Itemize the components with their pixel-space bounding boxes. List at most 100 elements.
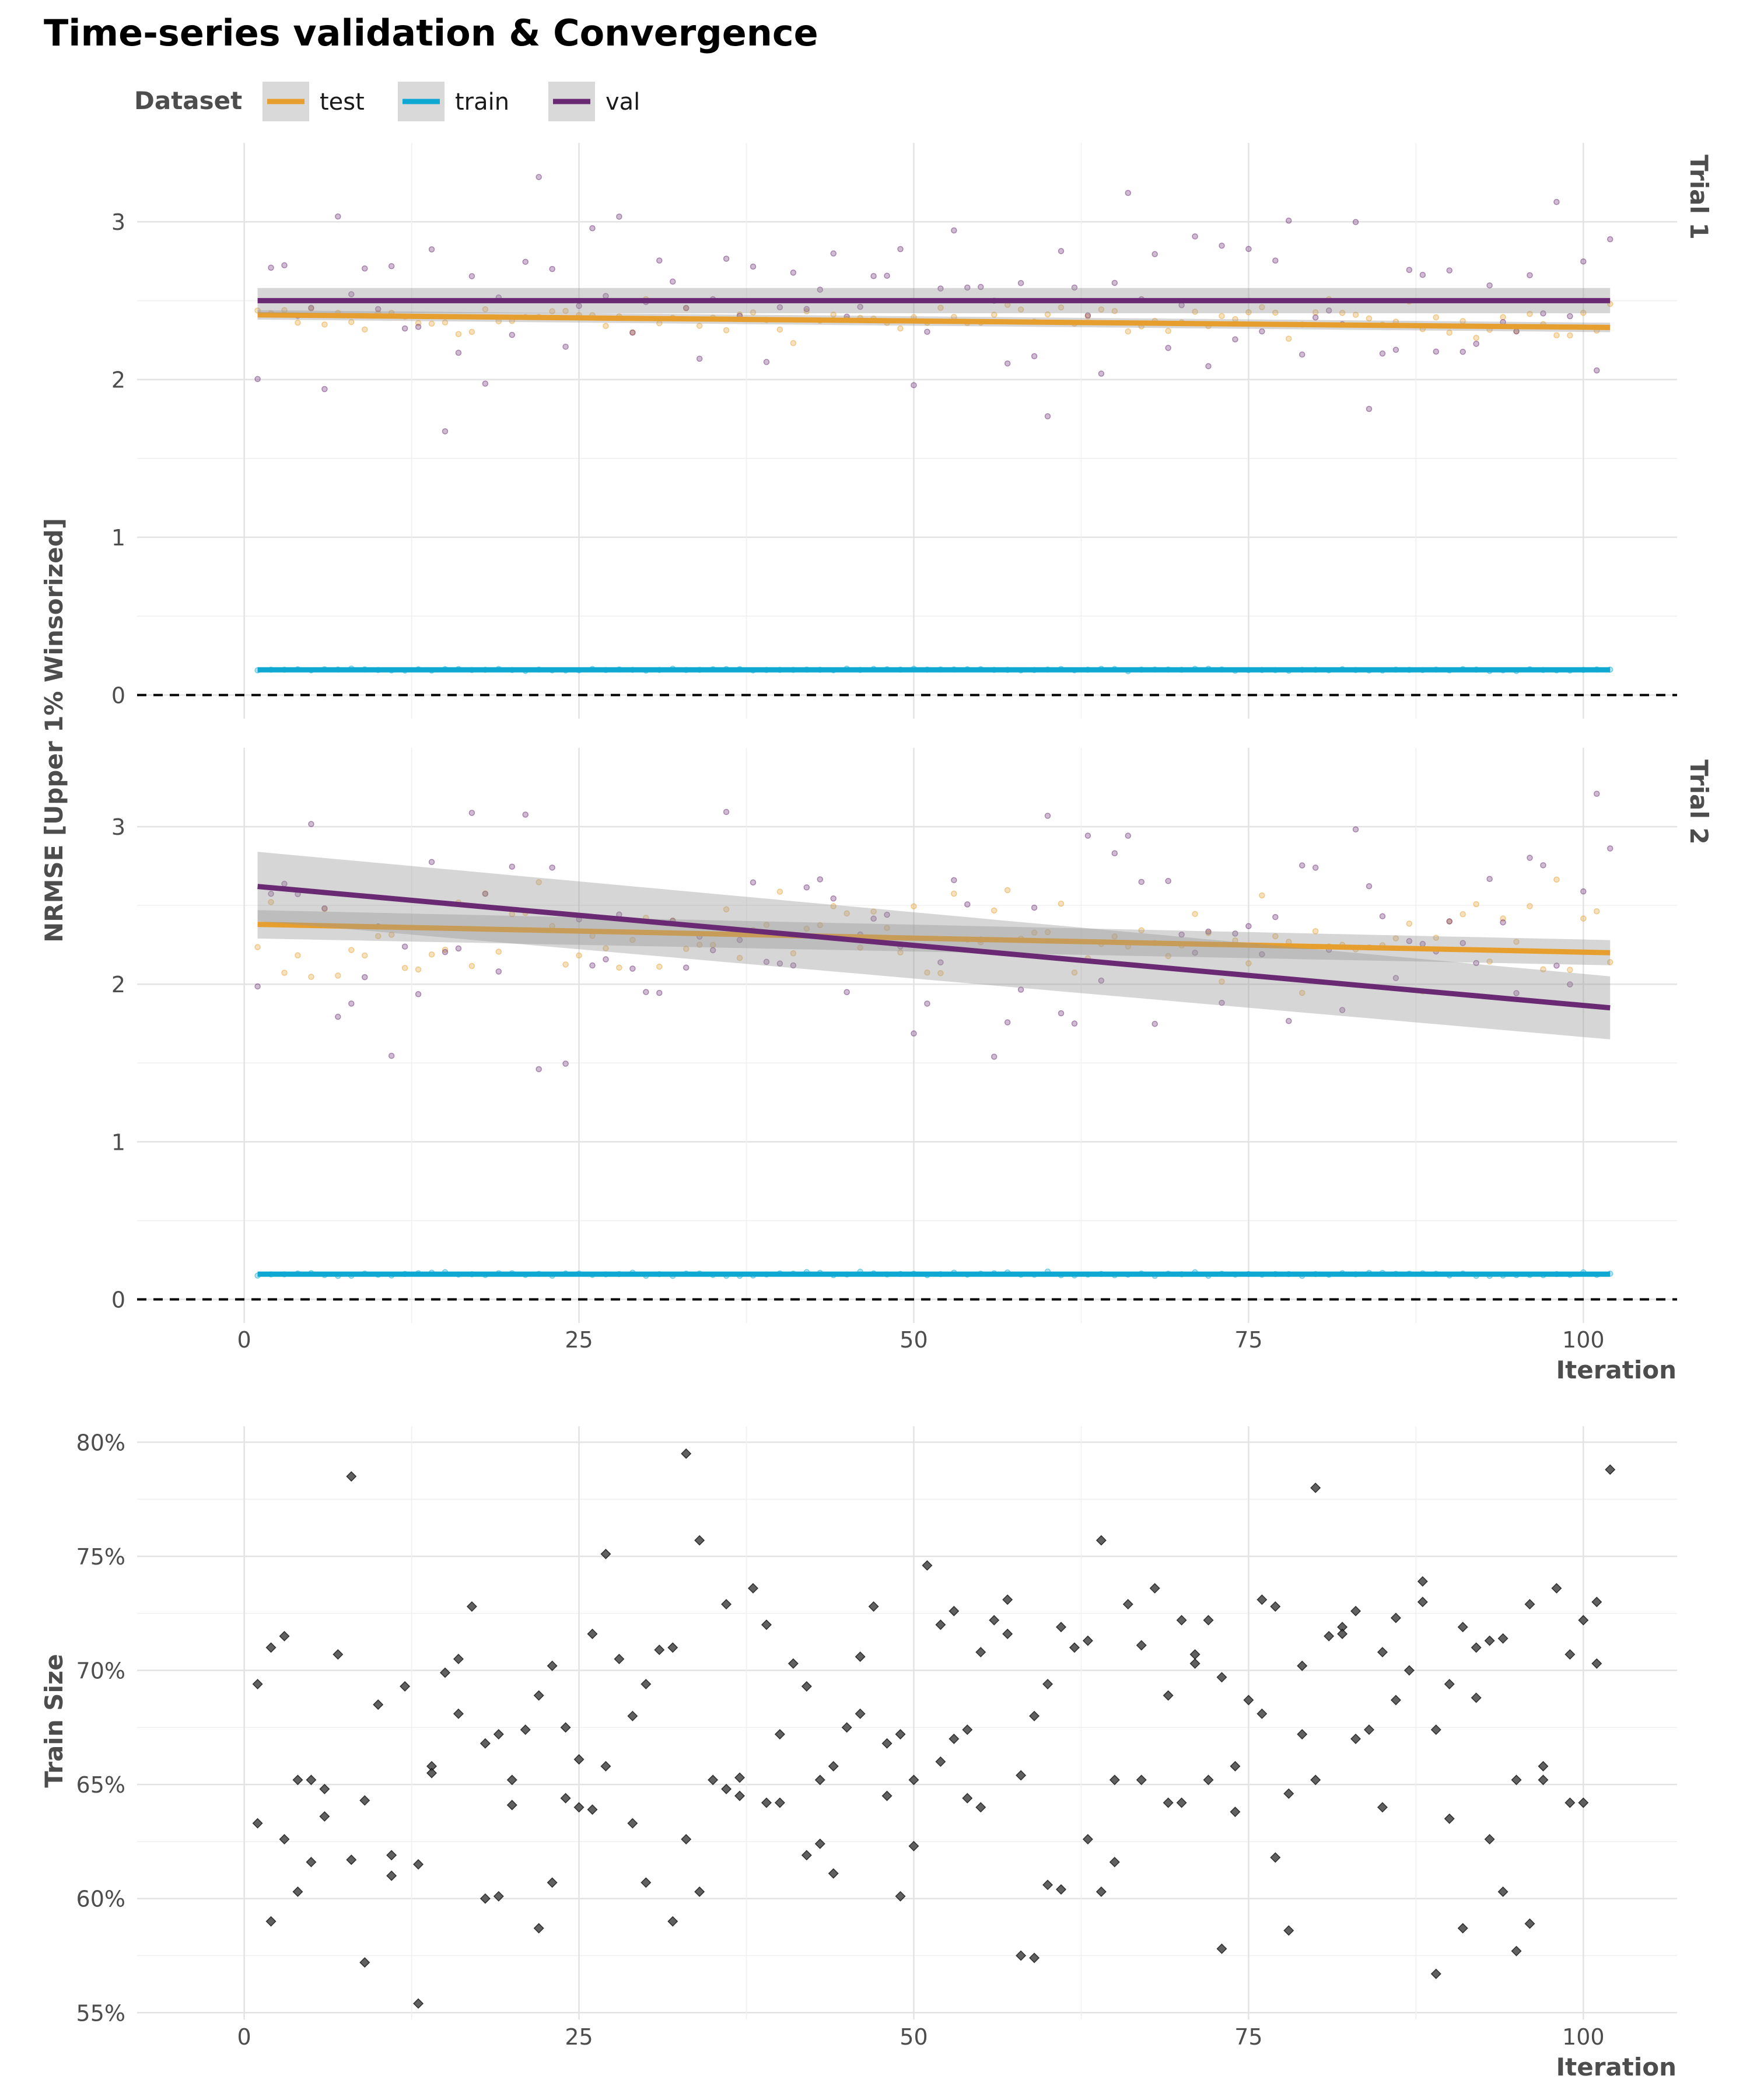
trial-1-panel: 0 1 2 3 Trial 1	[111, 143, 1713, 719]
train-size-point	[1417, 1597, 1428, 1608]
point-val	[589, 225, 596, 232]
point-val	[1031, 904, 1038, 911]
point-test	[281, 970, 288, 976]
point-val	[1044, 813, 1051, 819]
point-val	[1111, 279, 1118, 286]
point-test	[736, 954, 743, 961]
point-test	[1366, 315, 1373, 322]
train-size-point	[306, 1857, 317, 1868]
point-test	[335, 972, 341, 979]
legend-label: val	[606, 89, 640, 116]
point-test	[1553, 876, 1560, 883]
train-size-point	[681, 1833, 692, 1845]
point-test	[254, 307, 261, 314]
train-size-point	[1538, 1760, 1549, 1772]
point-val	[1152, 251, 1158, 257]
train-size-point	[1605, 1464, 1616, 1475]
point-val	[401, 943, 408, 950]
point-val	[1098, 370, 1105, 377]
x-tick-label: 0	[237, 1327, 251, 1353]
train-size-point	[881, 1790, 892, 1801]
point-val	[321, 905, 328, 912]
point-val	[1286, 218, 1292, 224]
legend-entry-train: train	[398, 82, 509, 121]
train-size-point	[774, 1797, 785, 1808]
point-val	[1540, 862, 1546, 869]
point-val	[1044, 413, 1051, 419]
trend-line-test	[257, 312, 1611, 330]
train-size-point	[895, 1891, 906, 1902]
bottom-y-axis-title: Train Size	[40, 1654, 68, 1788]
legend-label: train	[455, 89, 509, 116]
point-test	[911, 903, 917, 909]
point-val	[1219, 242, 1225, 249]
train-size-point	[426, 1768, 438, 1779]
point-test	[1286, 335, 1292, 342]
point-val	[1232, 336, 1238, 343]
chart-title: Time-series validation & Convergence	[44, 12, 818, 54]
train-size-point	[279, 1833, 290, 1845]
point-test	[897, 325, 904, 332]
point-test	[991, 312, 998, 318]
train-size-point	[1203, 1615, 1214, 1626]
point-val	[978, 284, 984, 290]
train-size-point	[373, 1699, 384, 1710]
train-size-point	[1069, 1642, 1080, 1653]
point-val	[308, 304, 314, 311]
train-size-point	[1002, 1594, 1013, 1605]
train-size-point	[1256, 1708, 1268, 1719]
point-val	[1165, 878, 1171, 884]
point-val	[549, 265, 555, 272]
train-size-point	[949, 1733, 960, 1744]
point-val	[1058, 248, 1065, 254]
train-size-point	[1270, 1601, 1281, 1612]
train-size-point	[1216, 1672, 1227, 1683]
point-val	[911, 1030, 917, 1037]
point-test	[696, 323, 703, 329]
point-val	[1017, 986, 1024, 993]
train-size-point	[1016, 1950, 1027, 1961]
point-val	[1298, 351, 1306, 358]
point-test	[401, 965, 408, 971]
point-val	[1446, 267, 1452, 274]
point-val	[1580, 888, 1587, 895]
train-size-point	[1591, 1597, 1602, 1608]
point-val	[1245, 246, 1252, 253]
train-size-point	[1109, 1774, 1120, 1786]
x-tick-label: 25	[565, 2024, 593, 2050]
point-val	[1192, 949, 1198, 956]
point-test	[362, 952, 368, 959]
trial-2-panel: 0 1 2 3 Trial 2 0 25 50 75 100	[111, 748, 1713, 1353]
train-size-point	[1578, 1797, 1589, 1808]
train-size-point	[640, 1678, 652, 1690]
bottom-x-axis-title: Iteration	[1556, 2053, 1676, 2081]
point-test	[897, 949, 904, 956]
point-val	[362, 265, 368, 272]
train-size-point	[1471, 1692, 1482, 1703]
point-test	[937, 970, 944, 977]
train-size-point	[734, 1790, 746, 1801]
point-test	[1245, 960, 1252, 967]
point-val	[830, 250, 836, 257]
train-size-point	[413, 1998, 424, 2009]
y-tick-label: 3	[111, 814, 125, 840]
train-size-point	[1055, 1884, 1067, 1895]
point-val	[442, 949, 449, 956]
train-size-point	[1430, 1968, 1441, 1979]
point-test	[308, 974, 314, 980]
train-size-point	[721, 1783, 732, 1794]
point-test	[803, 925, 810, 932]
point-test	[1473, 334, 1479, 341]
point-val	[495, 968, 502, 975]
train-size-point	[1122, 1599, 1133, 1610]
point-test	[656, 963, 663, 970]
train-size-point	[654, 1644, 665, 1656]
train-size-point	[895, 1728, 906, 1740]
point-test	[817, 922, 824, 929]
train-size-point	[1163, 1690, 1174, 1701]
point-val	[670, 278, 676, 285]
point-val	[1513, 990, 1520, 996]
train-size-point	[935, 1619, 946, 1630]
train-size-point	[908, 1774, 919, 1786]
point-test	[991, 907, 998, 914]
